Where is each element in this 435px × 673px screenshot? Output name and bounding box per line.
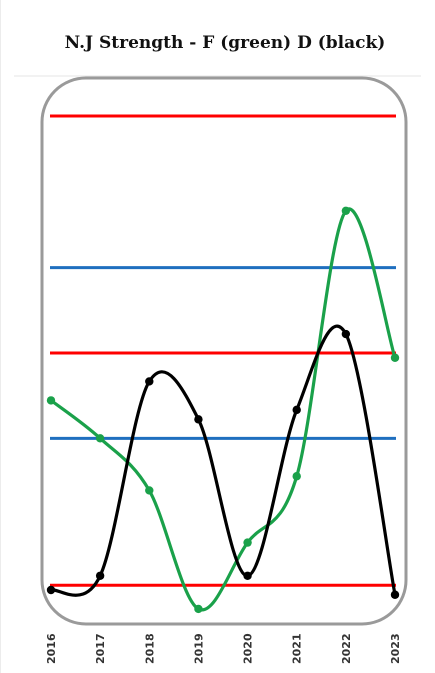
series-1-point-2021 — [292, 472, 301, 481]
series-2-point-2017 — [95, 571, 105, 580]
plot-frame — [40, 76, 408, 626]
series-2-point-2023 — [390, 590, 400, 599]
series-1-point-2019 — [194, 604, 203, 614]
series-layer — [46, 206, 400, 614]
series-2-point-2021 — [292, 405, 301, 415]
series-1-point-2016 — [46, 396, 56, 405]
x-tick-label-2022: 2022 — [340, 633, 353, 664]
series-1-point-2018 — [145, 486, 154, 495]
x-tick-label-2016: 2016 — [45, 633, 58, 664]
series-1-point-2017 — [95, 434, 105, 443]
chart-title: N.J Strength - F (green) D (black) — [65, 33, 386, 53]
series-2-point-2019 — [194, 415, 203, 424]
series-2-point-2018 — [145, 377, 154, 386]
series-1-point-2020 — [243, 538, 252, 547]
series-2-point-2016 — [46, 585, 56, 595]
x-tick-label-2020: 2020 — [242, 633, 255, 664]
x-tick-label-2021: 2021 — [291, 633, 304, 664]
x-axis-ticks: 2016 2017 2018 2019 2020 2021 2022 2023 — [45, 633, 402, 664]
series-2 — [46, 324, 400, 599]
series-2-point-2020 — [243, 571, 252, 580]
x-tick-label-2019: 2019 — [192, 633, 205, 664]
series-2-point-2022 — [341, 329, 351, 339]
x-tick-label-2018: 2018 — [143, 633, 156, 664]
x-tick-label-2017: 2017 — [94, 633, 107, 664]
x-tick-label-2023: 2023 — [389, 633, 402, 664]
series-1-point-2023 — [390, 353, 400, 362]
series-1-point-2022 — [341, 206, 351, 215]
